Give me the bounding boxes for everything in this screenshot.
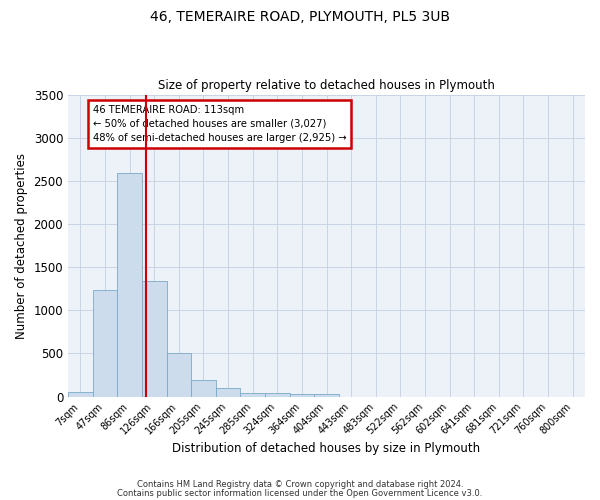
Bar bbox=[216, 388, 241, 396]
Y-axis label: Number of detached properties: Number of detached properties bbox=[15, 152, 28, 338]
Title: Size of property relative to detached houses in Plymouth: Size of property relative to detached ho… bbox=[158, 79, 495, 92]
Bar bbox=[314, 394, 339, 396]
Bar bbox=[117, 173, 142, 396]
Bar bbox=[290, 394, 314, 396]
Bar bbox=[265, 392, 290, 396]
Bar bbox=[241, 392, 265, 396]
Text: Contains HM Land Registry data © Crown copyright and database right 2024.: Contains HM Land Registry data © Crown c… bbox=[137, 480, 463, 489]
Text: 46 TEMERAIRE ROAD: 113sqm
← 50% of detached houses are smaller (3,027)
48% of se: 46 TEMERAIRE ROAD: 113sqm ← 50% of detac… bbox=[92, 105, 346, 143]
Bar bbox=[191, 380, 216, 396]
Text: Contains public sector information licensed under the Open Government Licence v3: Contains public sector information licen… bbox=[118, 489, 482, 498]
Bar bbox=[142, 281, 167, 396]
X-axis label: Distribution of detached houses by size in Plymouth: Distribution of detached houses by size … bbox=[172, 442, 481, 455]
Bar bbox=[92, 290, 117, 397]
Text: 46, TEMERAIRE ROAD, PLYMOUTH, PL5 3UB: 46, TEMERAIRE ROAD, PLYMOUTH, PL5 3UB bbox=[150, 10, 450, 24]
Bar bbox=[167, 354, 191, 397]
Bar bbox=[68, 392, 92, 396]
